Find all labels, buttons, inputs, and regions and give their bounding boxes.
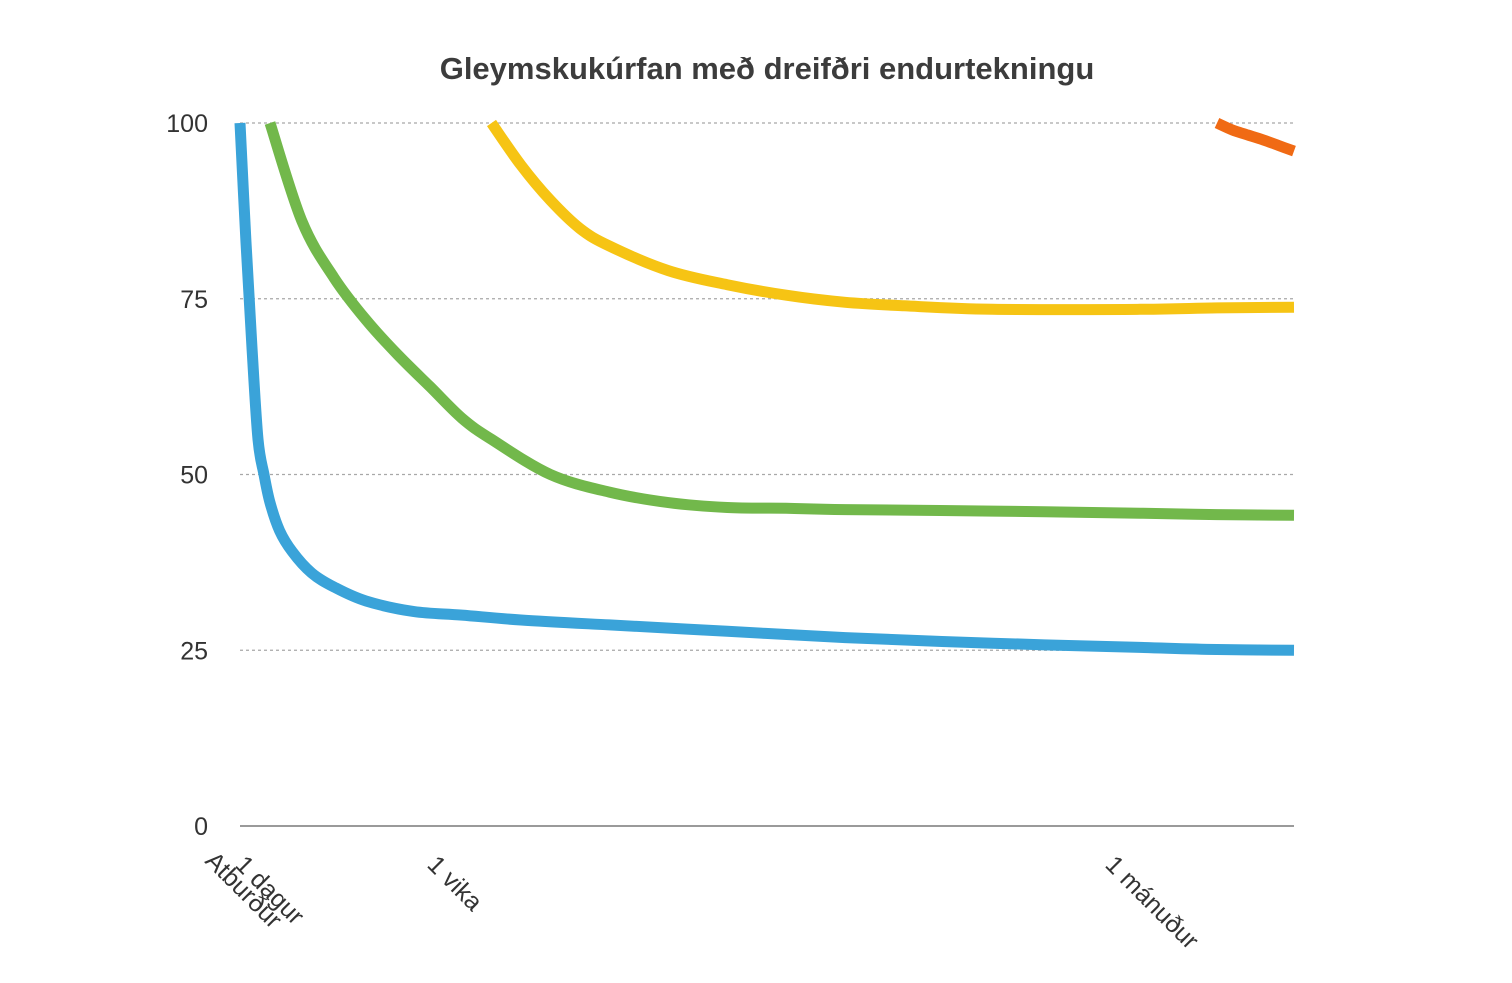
series-line-2 bbox=[264, 121, 1295, 521]
series-line-4 bbox=[1214, 118, 1296, 157]
y-tick-label: 75 bbox=[180, 286, 208, 314]
y-tick-label: 25 bbox=[180, 637, 208, 665]
y-tick-label: 0 bbox=[194, 813, 208, 841]
y-axis-ticks: 0 25 50 75 100 bbox=[166, 110, 208, 841]
series-line-1 bbox=[234, 122, 1295, 656]
chart-title: Gleymskukúrfan með dreifðri endurtekning… bbox=[440, 51, 1095, 86]
y-tick-label: 50 bbox=[180, 462, 208, 490]
x-tick-label: 1 mánuður bbox=[1100, 850, 1204, 954]
series-lines bbox=[234, 118, 1296, 656]
series-line-3 bbox=[486, 119, 1295, 316]
y-tick-label: 100 bbox=[166, 110, 208, 138]
gridlines bbox=[240, 122, 1294, 651]
x-tick-label: 1 vika bbox=[422, 850, 488, 916]
